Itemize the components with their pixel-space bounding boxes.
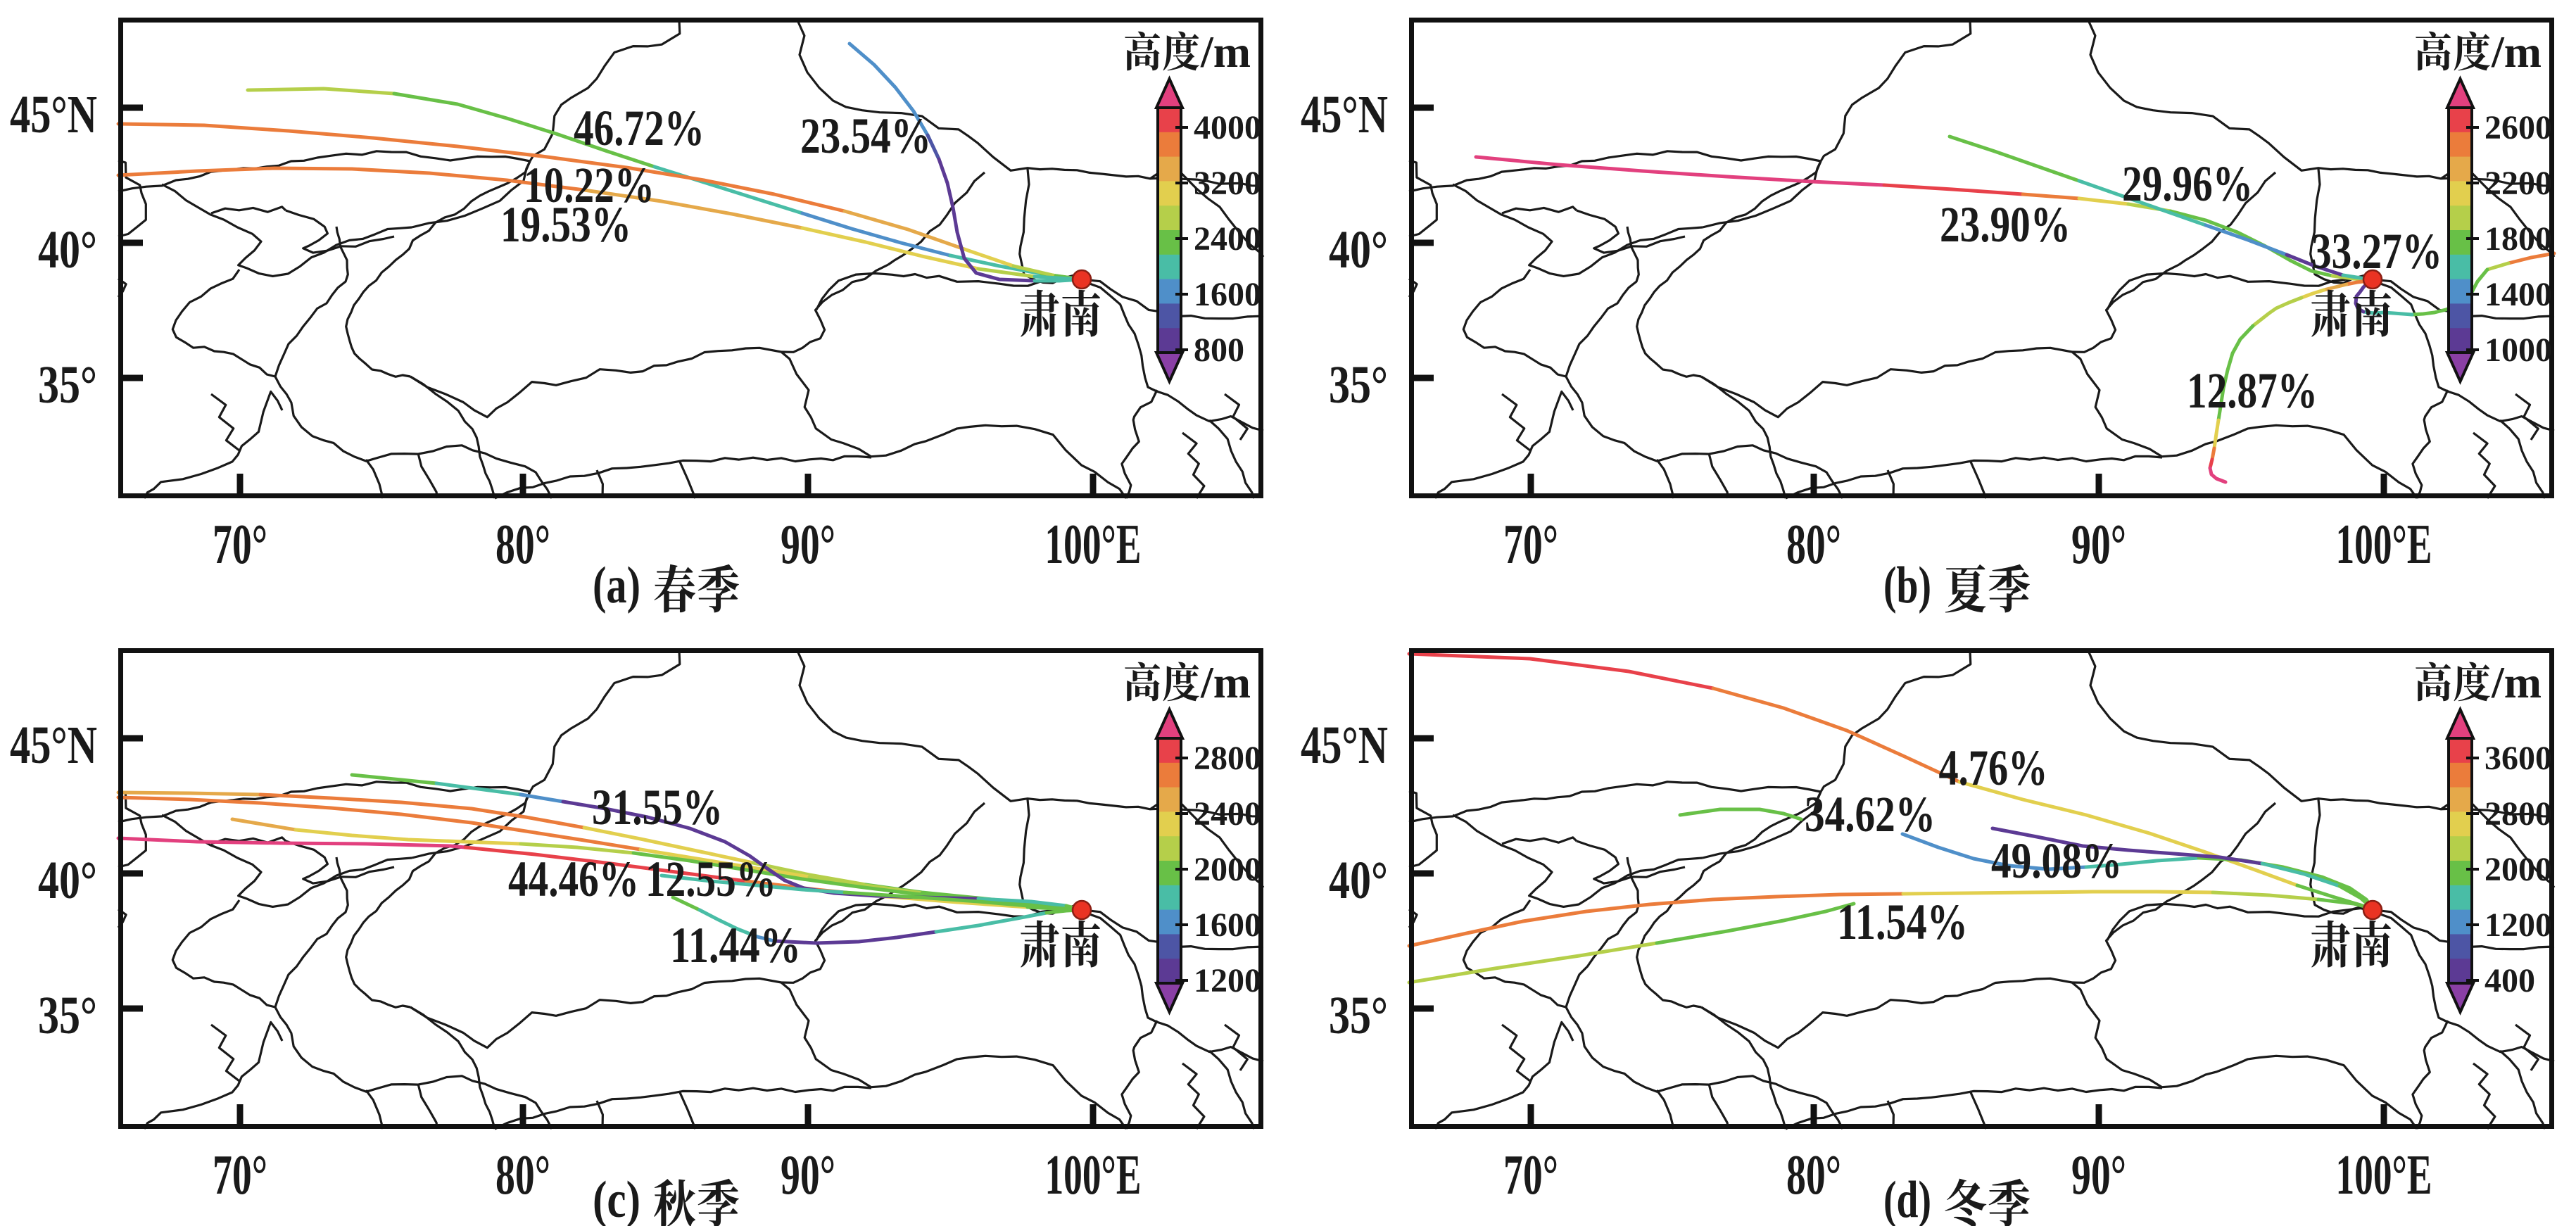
svg-text:80°: 80° bbox=[1786, 514, 1841, 576]
svg-text:1800: 1800 bbox=[2485, 220, 2552, 258]
svg-text:(d): (d) bbox=[1883, 1171, 1931, 1226]
svg-text:100°E: 100°E bbox=[2336, 1144, 2432, 1206]
svg-text:/m: /m bbox=[2491, 27, 2542, 77]
svg-text:2800: 2800 bbox=[1194, 740, 1261, 777]
svg-text:70°: 70° bbox=[1503, 1144, 1558, 1206]
svg-text:35°: 35° bbox=[38, 355, 97, 415]
svg-text:29.96%: 29.96% bbox=[2122, 156, 2253, 212]
svg-text:31.55%: 31.55% bbox=[592, 779, 723, 835]
svg-text:100°E: 100°E bbox=[2336, 514, 2432, 576]
svg-text:/m: /m bbox=[1200, 657, 1251, 707]
svg-text:40°: 40° bbox=[1329, 851, 1388, 910]
svg-text:49.08%: 49.08% bbox=[1991, 833, 2122, 889]
svg-text:90°: 90° bbox=[781, 514, 835, 576]
svg-text:4000: 4000 bbox=[1194, 109, 1261, 146]
svg-text:80°: 80° bbox=[495, 1144, 550, 1206]
svg-text:800: 800 bbox=[1194, 331, 1244, 369]
svg-text:/m: /m bbox=[2491, 657, 2542, 707]
svg-text:33.27%: 33.27% bbox=[2311, 223, 2442, 279]
svg-text:1600: 1600 bbox=[1194, 906, 1261, 944]
svg-text:1000: 1000 bbox=[2485, 331, 2552, 369]
svg-text:70°: 70° bbox=[213, 514, 267, 576]
svg-text:34.62%: 34.62% bbox=[1805, 786, 1936, 842]
svg-text:400: 400 bbox=[2485, 962, 2535, 999]
svg-text:/m: /m bbox=[1200, 27, 1251, 77]
svg-text:12.87%: 12.87% bbox=[2187, 362, 2318, 419]
svg-text:23.54%: 23.54% bbox=[800, 108, 931, 164]
svg-text:1600: 1600 bbox=[1194, 276, 1261, 313]
svg-text:3200: 3200 bbox=[1194, 165, 1261, 202]
svg-text:3600: 3600 bbox=[2485, 740, 2552, 777]
svg-text:45°N: 45°N bbox=[10, 85, 97, 144]
svg-text:100°E: 100°E bbox=[1045, 1144, 1142, 1206]
svg-text:35°: 35° bbox=[1329, 986, 1388, 1045]
svg-text:70°: 70° bbox=[1503, 514, 1558, 576]
svg-text:(a): (a) bbox=[593, 557, 640, 614]
svg-text:1200: 1200 bbox=[2485, 906, 2552, 944]
svg-text:(b): (b) bbox=[1883, 557, 1931, 614]
svg-text:11.44%: 11.44% bbox=[670, 917, 801, 973]
svg-text:(c): (c) bbox=[593, 1171, 640, 1226]
svg-text:90°: 90° bbox=[2071, 1144, 2126, 1206]
svg-text:11.54%: 11.54% bbox=[1837, 894, 1968, 950]
svg-text:23.90%: 23.90% bbox=[1940, 196, 2071, 253]
svg-text:1400: 1400 bbox=[2485, 276, 2552, 313]
svg-text:100°E: 100°E bbox=[1045, 514, 1142, 576]
svg-text:40°: 40° bbox=[38, 220, 97, 279]
svg-text:35°: 35° bbox=[1329, 355, 1388, 415]
svg-text:45°N: 45°N bbox=[1301, 716, 1388, 775]
svg-text:46.72%: 46.72% bbox=[574, 100, 705, 156]
svg-text:19.53%: 19.53% bbox=[500, 196, 631, 253]
svg-text:2200: 2200 bbox=[2485, 165, 2552, 202]
svg-text:2800: 2800 bbox=[2485, 795, 2552, 833]
svg-text:4.76%: 4.76% bbox=[1939, 740, 2048, 796]
svg-text:90°: 90° bbox=[2071, 514, 2126, 576]
svg-text:44.46%: 44.46% bbox=[508, 851, 639, 907]
svg-text:2400: 2400 bbox=[1194, 220, 1261, 258]
svg-text:45°N: 45°N bbox=[10, 716, 97, 775]
svg-text:2000: 2000 bbox=[2485, 851, 2552, 888]
svg-text:40°: 40° bbox=[38, 851, 97, 910]
svg-text:70°: 70° bbox=[213, 1144, 267, 1206]
svg-text:1200: 1200 bbox=[1194, 962, 1261, 999]
svg-text:90°: 90° bbox=[781, 1144, 835, 1206]
svg-text:80°: 80° bbox=[495, 514, 550, 576]
svg-text:2600: 2600 bbox=[2485, 109, 2552, 146]
svg-text:35°: 35° bbox=[38, 986, 97, 1045]
svg-text:40°: 40° bbox=[1329, 220, 1388, 279]
svg-text:45°N: 45°N bbox=[1301, 85, 1388, 144]
svg-text:12.55%: 12.55% bbox=[645, 851, 776, 907]
svg-text:2000: 2000 bbox=[1194, 851, 1261, 888]
svg-text:2400: 2400 bbox=[1194, 795, 1261, 833]
svg-text:10.22%: 10.22% bbox=[524, 157, 655, 213]
svg-text:80°: 80° bbox=[1786, 1144, 1841, 1206]
